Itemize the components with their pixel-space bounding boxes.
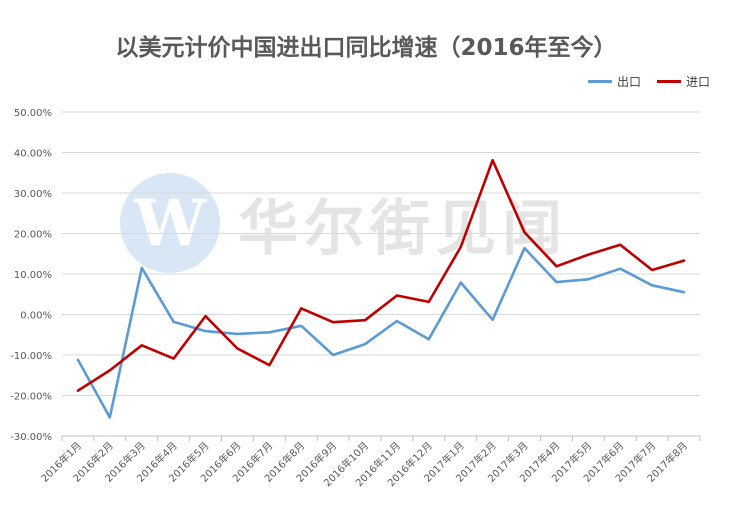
y-tick-label: 20.00% <box>14 230 52 241</box>
series-line-export <box>76 246 686 419</box>
legend-item-import: 进口 <box>656 73 710 90</box>
legend: 出口 进口 <box>587 73 710 90</box>
y-tick-label: 40.00% <box>14 149 52 160</box>
legend-swatch-export <box>587 80 612 83</box>
y-tick-label: 30.00% <box>14 189 52 200</box>
y-tick-label: 10.00% <box>14 270 52 281</box>
series-line-import <box>76 158 686 392</box>
legend-label-export: 出口 <box>616 75 641 89</box>
chart-title: 以美元计价中国进出口同比增速（2016年至今） <box>115 35 617 61</box>
legend-label-import: 进口 <box>685 75 710 89</box>
legend-item-export: 出口 <box>587 73 641 90</box>
y-tick-label: -20.00% <box>10 392 52 403</box>
watermark-text: 华尔街见闻 <box>238 193 568 264</box>
y-tick-label: 0.00% <box>20 311 52 322</box>
watermark: W 华尔街见闻 <box>120 173 568 273</box>
watermark-logo: W <box>120 173 220 273</box>
y-tick-label: -30.00% <box>10 432 52 443</box>
y-tick-label: -10.00% <box>10 351 52 362</box>
y-tick-label: 50.00% <box>14 108 52 119</box>
legend-swatch-import <box>656 80 681 83</box>
